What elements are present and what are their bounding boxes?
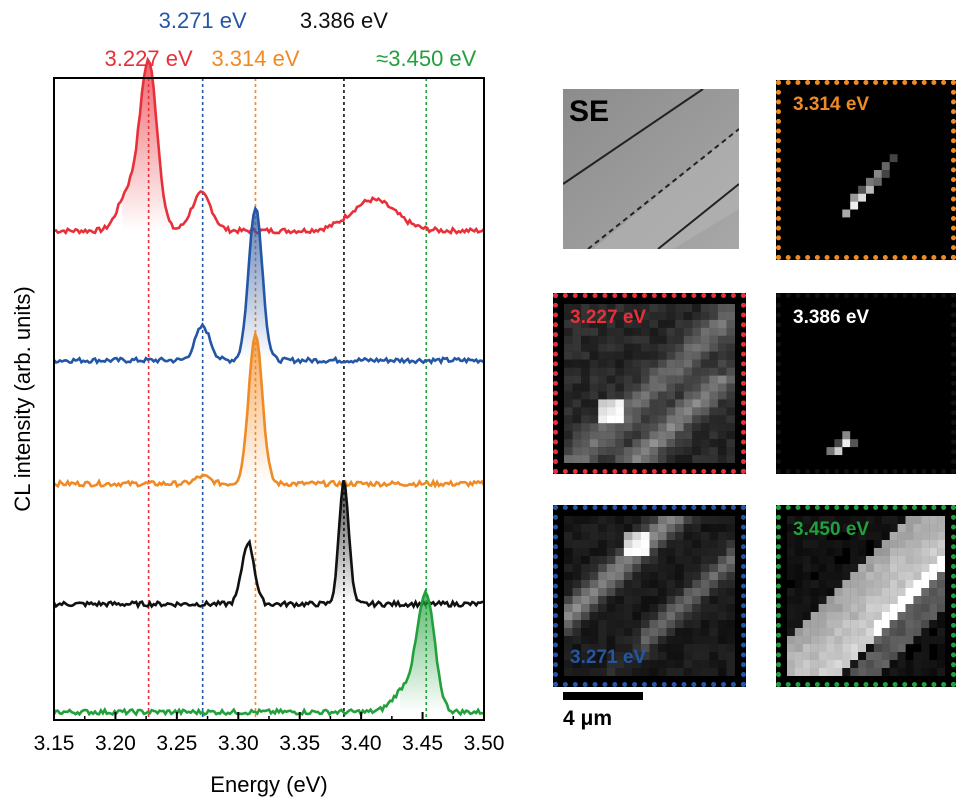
x-tick-label: 3.25 [156, 732, 197, 755]
x-ticks: 3.15 3.20 3.25 3.30 3.35 3.40 3.45 3.50 [34, 712, 505, 755]
peak-label: 3.227 eV [105, 46, 193, 71]
x-tick-label: 3.40 [341, 732, 382, 755]
spectrum-line [53, 205, 485, 366]
map-label: 3.271 eV [570, 647, 647, 668]
peak-fill [122, 59, 176, 231]
map-frame [553, 505, 746, 687]
cl-map-3386: 3.386 eV [776, 293, 956, 474]
x-tick-label: 3.30 [218, 732, 259, 755]
se-label: SE [569, 95, 610, 128]
x-axis-label: Energy (eV) [210, 772, 327, 797]
peak-label: 3.314 eV [211, 46, 299, 71]
spectrum-line [53, 329, 486, 489]
spectrum-line [52, 480, 485, 610]
cl-map-3450: 3.450 eV [776, 505, 956, 687]
spectrum-line [53, 56, 485, 236]
map-label: 3.450 eV [793, 519, 870, 540]
x-tick-label: 3.45 [402, 732, 443, 755]
peak-label: ≈3.450 eV [376, 46, 476, 71]
peak-labels: 3.227 eV 3.271 eV 3.314 eV3.386 eV ≈3.450 e… [105, 8, 477, 71]
x-tick-label: 3.15 [34, 732, 75, 755]
se-image: SE [563, 89, 739, 249]
map-frame [553, 293, 746, 474]
cl-map-3314: 3.314 eV [776, 80, 956, 260]
spectrum-line [52, 588, 485, 718]
spectra-curves [52, 56, 486, 718]
peak-label: 3.271 eV [159, 8, 247, 33]
marker-lines [147, 78, 428, 720]
x-tick-label: 3.35 [279, 732, 320, 755]
map-frame [776, 505, 956, 687]
cl-map-3227: 3.227 eV [553, 293, 746, 474]
peak-fill [399, 591, 453, 714]
x-tick-label: 3.50 [464, 732, 505, 755]
map-frame [776, 293, 956, 474]
scale-bar [563, 692, 643, 700]
map-label: 3.314 eV [793, 94, 870, 115]
scale-bar-label: 4 μm [563, 707, 613, 730]
peak-label: 3.386 eV [300, 8, 388, 33]
map-label: 3.386 eV [793, 307, 870, 328]
y-axis-label: CL intensity (arb. units) [10, 286, 35, 511]
map-frame [776, 80, 956, 260]
x-tick-label: 3.20 [95, 732, 136, 755]
map-label: 3.227 eV [570, 307, 647, 328]
cl-map-3271: 3.271 eV [553, 505, 746, 687]
